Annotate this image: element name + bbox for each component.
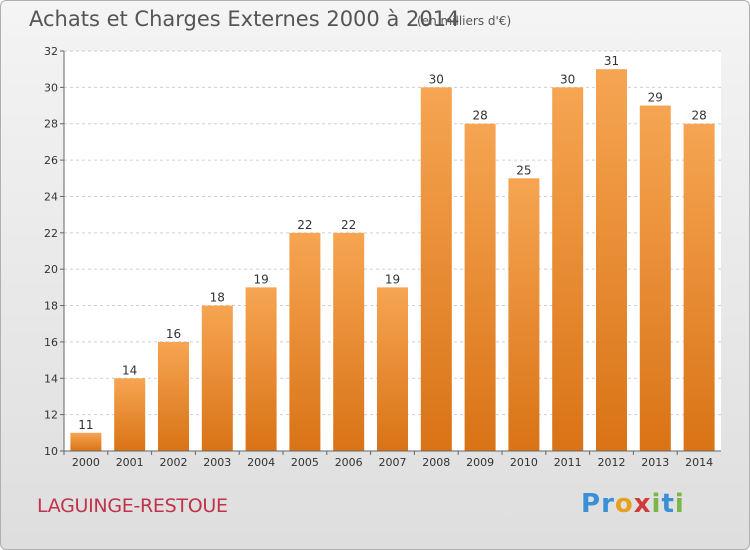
data-label: 19 <box>385 272 400 286</box>
commune-name: LAGUINGE-RESTOUE <box>37 495 228 517</box>
logo-letter: x <box>633 489 652 519</box>
bars <box>70 69 715 452</box>
logo-letter: t <box>661 489 675 519</box>
y-tick-label: 20 <box>44 263 58 276</box>
y-tick-label: 10 <box>44 445 58 458</box>
x-tick-label: 2013 <box>641 456 669 469</box>
chart-title: Achats et Charges Externes 2000 à 2014 <box>29 7 460 31</box>
x-tick-label: 2003 <box>203 456 231 469</box>
bar <box>639 105 671 451</box>
axes: 10 12 14 16 18 20 22 24 26 28 30 32 2000 2001 2002 2003… <box>44 45 721 469</box>
logo-letter: i <box>674 489 685 519</box>
data-label: 29 <box>648 91 663 105</box>
data-label: 11 <box>78 418 93 432</box>
bar <box>552 87 584 451</box>
data-label: 22 <box>341 218 356 232</box>
chart-subtitle: (en milliers d'€) <box>417 14 512 28</box>
data-label: 18 <box>210 291 225 305</box>
bar <box>289 232 321 451</box>
data-label: 31 <box>604 54 619 68</box>
data-label: 25 <box>516 163 531 177</box>
logo-letter: r <box>601 489 615 519</box>
x-tick-label: 2008 <box>422 456 450 469</box>
bar <box>70 432 102 451</box>
logo-letter: o <box>614 489 634 519</box>
y-tick-label: 16 <box>44 336 58 349</box>
bar <box>420 87 452 451</box>
bar <box>158 341 189 451</box>
data-labels: 11 14 16 18 19 22 22 19 30 28 25 30 31 29 28 <box>78 54 706 432</box>
bar <box>508 178 540 452</box>
x-tick-label: 2005 <box>291 456 319 469</box>
data-label: 30 <box>429 72 444 86</box>
y-tick-label: 28 <box>44 118 58 131</box>
data-label: 28 <box>472 109 487 123</box>
data-label: 19 <box>253 272 268 286</box>
x-tick-label: 2007 <box>379 456 407 469</box>
y-tick-label: 30 <box>44 81 58 94</box>
bar <box>464 123 496 452</box>
y-tick-label: 32 <box>44 45 58 58</box>
y-tick-label: 12 <box>44 409 58 422</box>
x-tick-label: 2014 <box>685 456 713 469</box>
y-tick-label: 18 <box>44 300 58 313</box>
data-label: 30 <box>560 72 575 86</box>
x-tick-label: 2004 <box>247 456 275 469</box>
x-tick-label: 2012 <box>598 456 626 469</box>
bar <box>683 123 715 452</box>
x-tick-label: 2002 <box>160 456 188 469</box>
proxiti-logo[interactable]: Proxiti <box>581 489 685 519</box>
data-label: 14 <box>122 363 137 377</box>
bar <box>114 378 146 451</box>
x-tick-label: 2010 <box>510 456 538 469</box>
data-label: 16 <box>166 327 181 341</box>
bar <box>333 232 365 451</box>
y-tick-label: 22 <box>44 227 58 240</box>
y-tick-label: 14 <box>44 372 58 385</box>
y-tick-label: 24 <box>44 190 58 203</box>
bar <box>596 69 627 451</box>
bar <box>377 287 408 451</box>
logo-letter: i <box>651 489 662 519</box>
data-label: 28 <box>691 109 706 123</box>
x-tick-label: 2011 <box>554 456 582 469</box>
x-tick-label: 2000 <box>72 456 100 469</box>
x-tick-label: 2009 <box>466 456 494 469</box>
data-label: 22 <box>297 218 312 232</box>
bar <box>201 305 233 451</box>
x-tick-label: 2006 <box>335 456 363 469</box>
y-tick-label: 26 <box>44 154 58 167</box>
bar <box>245 287 277 451</box>
logo-letter: P <box>581 489 602 519</box>
x-tick-label: 2001 <box>116 456 144 469</box>
